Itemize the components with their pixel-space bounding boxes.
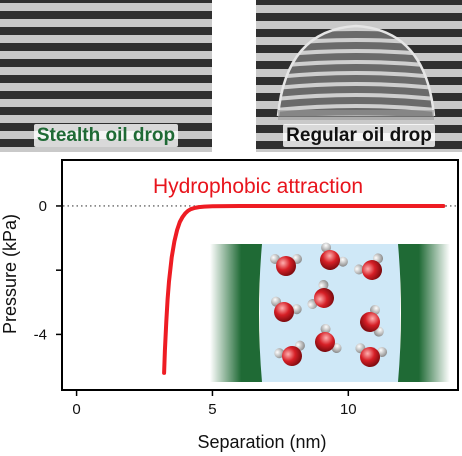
photo-stripe xyxy=(0,19,212,27)
x-tick-label: 5 xyxy=(208,401,216,418)
water-molecule xyxy=(270,254,302,276)
stealth-oil-drop-photo: Stealth oil drop xyxy=(0,0,212,152)
photo-stripe xyxy=(0,147,212,152)
regular-label: Regular oil drop xyxy=(256,124,462,147)
droplet-base xyxy=(278,110,434,120)
axis-ticks: 0 5 10 0 -4 xyxy=(34,198,357,418)
x-axis-label: Separation (nm) xyxy=(197,432,326,452)
water-molecule xyxy=(274,340,305,366)
y-tick-label: 0 xyxy=(39,198,47,215)
series-line-hydrophobic xyxy=(162,204,446,375)
water-molecule xyxy=(271,296,302,322)
x-tick-label: 0 xyxy=(72,401,80,418)
water-molecule xyxy=(360,304,384,337)
water-molecule xyxy=(320,242,348,270)
regular-oil-drop-photo: Regular oil drop xyxy=(256,0,462,152)
photo-stripe xyxy=(0,35,212,43)
photo-stripe xyxy=(256,149,462,152)
stealth-label: Stealth oil drop xyxy=(0,124,212,147)
hydrophobic-wall-right xyxy=(398,244,450,382)
pressure-chart: 0 5 10 0 -4 Hydrophobic attraction Separatio… xyxy=(0,159,459,452)
y-tick-label: -4 xyxy=(34,326,47,343)
photo-stripe xyxy=(256,5,462,13)
photo-stripe xyxy=(0,99,212,107)
photo-stripe xyxy=(0,83,212,91)
photo-stripe xyxy=(0,3,212,11)
y-axis-label: Pressure (kPa) xyxy=(0,214,20,334)
water-molecule xyxy=(353,253,384,280)
x-tick-label: 10 xyxy=(340,401,357,418)
chart-title: Hydrophobic attraction xyxy=(153,175,363,198)
water-molecule xyxy=(355,343,388,367)
photo-stripe xyxy=(256,117,462,125)
water-molecule xyxy=(307,279,334,310)
water-molecule xyxy=(315,323,342,354)
photo-stripe xyxy=(0,51,212,59)
stripe-pattern-right xyxy=(256,0,462,152)
hydrophobic-wall-left xyxy=(210,244,262,382)
photo-stripe xyxy=(0,115,212,123)
droplet-outline xyxy=(276,24,436,117)
plot-frame xyxy=(61,159,459,391)
photo-stripe xyxy=(0,67,212,75)
water-molecule-inset xyxy=(210,242,450,382)
